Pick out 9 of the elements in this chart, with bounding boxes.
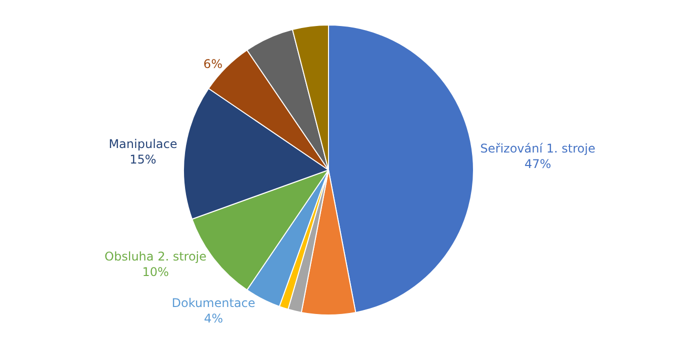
data-label: 4% [204, 312, 224, 326]
slice-label: Obsluha 2. stroje [104, 250, 207, 264]
slice-label: Manipulace [108, 136, 178, 151]
data-label: 6% [203, 56, 222, 71]
data-label: 10% [142, 265, 169, 280]
data-label: 15% [130, 152, 156, 166]
slice-label: Dokumentace [172, 296, 256, 310]
slice-label: Seřizování 1. stroje [480, 141, 596, 156]
data-label: 47% [524, 157, 552, 172]
